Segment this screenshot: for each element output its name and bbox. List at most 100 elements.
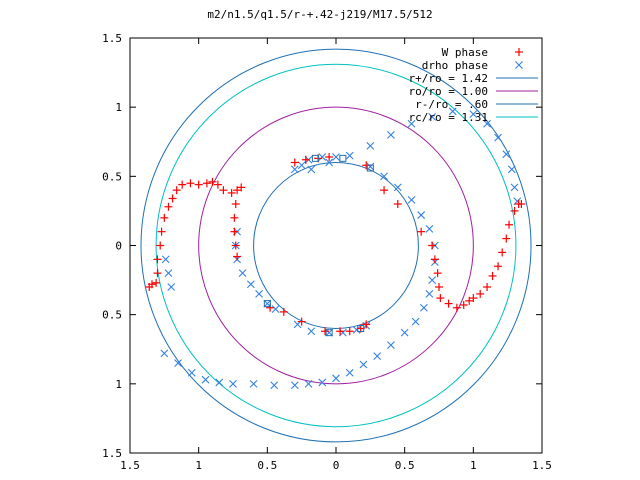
w-phase-point [302,156,310,164]
legend-label: r-/ro = .60 [415,98,488,111]
w-phase-point [346,327,354,335]
y-tick-label: 1 [115,378,122,391]
w-phase-point [230,214,238,222]
w-phase-point [436,294,444,302]
legend-label: r+/ro = 1.42 [409,72,488,85]
x-tick-label: 0.5 [395,459,415,472]
drho-phase-point [412,318,419,325]
w-phase-point [435,283,443,291]
drho-phase-point [250,380,257,387]
legend: W phasedrho phaser+/ro = 1.42ro/ro = 1.0… [409,46,538,124]
legend-label: rc/ro = 1.31 [409,111,488,124]
x-tick-label: 0.5 [257,459,277,472]
chart-window: m2/n1.5/q1.5/r-+.42-j219/M17.5/512 1.5 1 0… [0,0,640,480]
w-phase-point [230,228,238,236]
w-phase-point [160,214,168,222]
w-phase-point [498,248,506,256]
w-phase-point [232,200,240,208]
w-phase-point [489,272,497,280]
data-points [145,108,525,389]
drho-phase-point [165,270,172,277]
drho-phase-point [508,166,515,173]
w-phase-point [280,308,288,316]
drho-phase-point [291,382,298,389]
legend-label: drho phase [422,59,488,72]
w-phase-point [417,228,425,236]
drho-phase-point [367,163,374,170]
w-phase-point [153,269,161,277]
drho-phase-point [346,369,353,376]
w-phase-point [219,186,227,194]
drho-phase-point [401,329,408,336]
w-phase-point [153,255,161,263]
w-phase-point [195,181,203,189]
drho-phase-point [308,328,315,335]
y-tick-label: 0.5 [102,170,122,183]
y-tick-label: 0.5 [102,309,122,322]
w-phase-point [476,290,484,298]
drho-phase-point [298,162,305,169]
w-phase-point [178,181,186,189]
chart-title: m2/n1.5/q1.5/r-+.42-j219/M17.5/512 [207,8,432,21]
legend-label: ro/ro = 1.00 [409,85,488,98]
w-phase-point [203,179,211,187]
w-phase-point [431,255,439,263]
drho-phase-point [291,166,298,173]
w-phase-point [291,159,299,167]
drho-phase-point [374,353,381,360]
drho-phase-point [230,380,237,387]
circle-r-ro [254,163,419,329]
w-phase-point [434,269,442,277]
w-phase-point [394,200,402,208]
drho-phase-point [418,212,425,219]
drho-phase-point [188,369,195,376]
drho-phase-point [271,382,278,389]
drho-phase-point [429,277,436,284]
x-tick-label: 1 [195,459,202,472]
legend-plus-marker [515,48,523,56]
drho-phase-point [387,131,394,138]
w-phase-point [505,221,513,229]
x-tick-label: 1.5 [532,459,552,472]
w-phase-point [186,179,194,187]
drho-phase-point [360,361,367,368]
drho-phase-point [247,281,254,288]
drho-phase-point [426,225,433,232]
drho-phase-point [161,350,168,357]
drho-phase-point [319,153,326,160]
w-phase-point [502,235,510,243]
w-phase-point [164,203,172,211]
drho-phase-point [387,342,394,349]
x-tick-label: 1 [470,459,477,472]
drho-phase-point [308,166,315,173]
chart-canvas: m2/n1.5/q1.5/r-+.42-j219/M17.5/512 1.5 1 0… [0,0,640,480]
w-phase-point [483,283,491,291]
y-tick-label: 1.5 [102,447,122,460]
drho-phase-point [168,284,175,291]
drho-phase-point [346,152,353,159]
x-tick-label: 0 [333,459,340,472]
drho-phase-point [326,329,333,336]
drho-phase-point [272,306,279,313]
drho-phase-point [495,134,502,141]
w-phase-point [445,300,453,308]
legend-cross-marker [516,62,523,69]
drho-phase-point [420,304,427,311]
drho-phase-point [333,375,340,382]
drho-phase-point [408,196,415,203]
drho-phase-point [239,270,246,277]
drho-phase-point [511,184,518,191]
x-tick-label: 1.5 [120,459,140,472]
square-marker [340,155,346,161]
w-phase-point [380,186,388,194]
w-phase-point [173,186,181,194]
w-phase-point [169,194,177,202]
drho-phase-point [333,153,340,160]
drho-phase-point [426,290,433,297]
drho-phase-point [202,376,209,383]
w-phase-point [428,242,436,250]
y-tick-label: 1.5 [102,32,122,45]
y-tick-label: 0 [115,240,122,253]
w-phase-point [298,318,306,326]
drho-phase-point [216,379,223,386]
